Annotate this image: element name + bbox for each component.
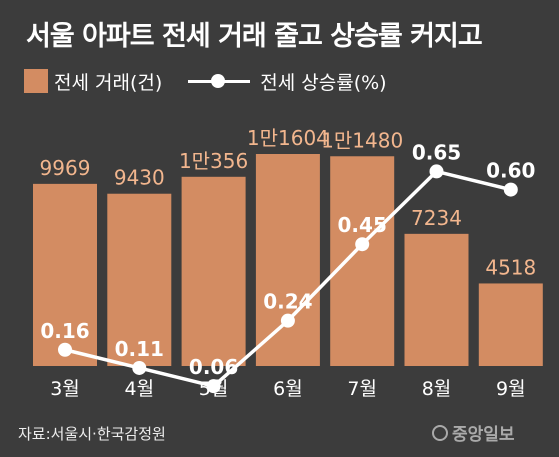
bar-value-label: 1만356 <box>179 149 248 173</box>
bar-value-label: 9430 <box>114 166 165 190</box>
legend-item-line: 전세 상승률(%) <box>162 68 387 95</box>
legend-bar-swatch <box>24 69 48 93</box>
logo-text: 중앙일보 <box>452 425 515 445</box>
bar-5 <box>330 156 395 366</box>
rate-point <box>280 313 295 328</box>
rate-value-label: 0.24 <box>263 290 312 314</box>
legend-bar-label: 전세 거래(건) <box>54 71 163 94</box>
publisher-logo: 중앙일보 <box>432 420 515 445</box>
bar-value-label: 1만1604 <box>247 126 329 150</box>
rate-value-label: 0.60 <box>486 159 535 183</box>
bar-4 <box>255 154 320 366</box>
bar-7 <box>478 283 543 366</box>
x-tick-label: 6월 <box>273 378 303 400</box>
rate-value-label: 0.45 <box>338 213 387 237</box>
rate-value-label: 0.06 <box>189 355 238 379</box>
rate-point <box>503 182 518 197</box>
bar-value-label: 1만1480 <box>321 128 403 152</box>
x-tick-label: 3월 <box>50 378 80 400</box>
x-tick-label: 4월 <box>125 378 155 400</box>
legend-line-label: 전세 상승률(%) <box>260 71 387 94</box>
rate-point <box>58 342 72 357</box>
x-tick-label: 9월 <box>496 378 526 400</box>
logo-icon <box>432 424 448 441</box>
rate-value-label: 0.16 <box>40 319 89 343</box>
x-tick-label: 8월 <box>422 378 452 400</box>
bar-value-label: 7234 <box>411 206 462 230</box>
chart-title: 서울 아파트 전세 거래 줄고 상승률 커지고 <box>26 21 483 52</box>
rate-value-label: 0.11 <box>115 337 164 361</box>
x-tick-label: 7월 <box>347 378 377 400</box>
legend-line-marker <box>188 71 251 91</box>
rate-point <box>132 360 147 375</box>
bar-6 <box>404 233 469 366</box>
bar-1 <box>33 183 97 366</box>
bar-3 <box>181 176 246 366</box>
rate-value-label: 0.65 <box>412 140 461 164</box>
source-note: 자료:서울시·한국감정원 <box>18 425 166 443</box>
rate-point <box>429 164 444 179</box>
rate-point <box>355 237 370 252</box>
legend-item-bar: 전세 거래(건) <box>24 68 162 95</box>
rate-point <box>206 379 221 394</box>
bar-2 <box>107 193 172 366</box>
bar-value-label: 4518 <box>485 255 536 279</box>
bar-value-label: 9969 <box>40 156 91 180</box>
legend: 전세 거래(건) 전세 상승률(%) <box>24 68 387 94</box>
